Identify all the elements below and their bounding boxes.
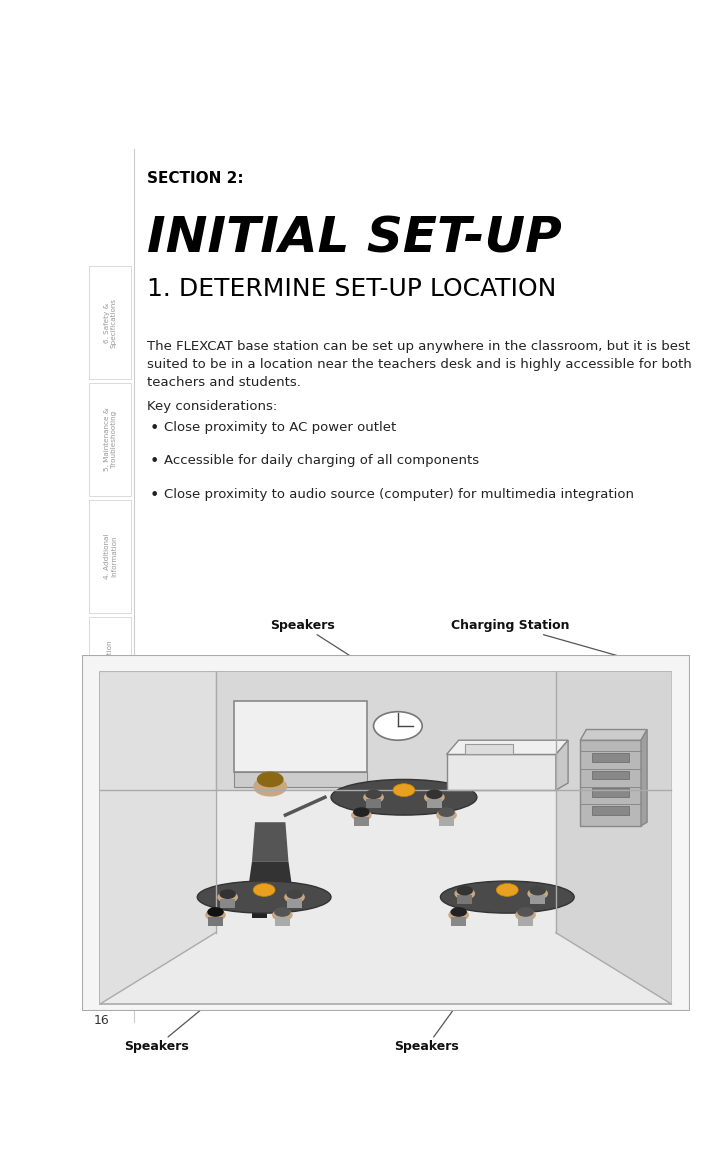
Bar: [274, 916, 290, 926]
Polygon shape: [556, 740, 568, 790]
Bar: [208, 916, 223, 926]
Bar: [89, 383, 132, 496]
Text: •: •: [149, 487, 159, 503]
Polygon shape: [100, 672, 671, 1004]
Polygon shape: [100, 672, 671, 790]
Polygon shape: [100, 672, 215, 1004]
Circle shape: [518, 907, 534, 916]
Text: The FLEXCAT base station can be set up anywhere in the classroom, but it is best: The FLEXCAT base station can be set up a…: [146, 340, 692, 389]
Circle shape: [450, 907, 467, 916]
Circle shape: [424, 791, 444, 803]
Polygon shape: [556, 672, 671, 1004]
Bar: [353, 817, 369, 825]
Ellipse shape: [331, 780, 477, 815]
Bar: [89, 851, 132, 964]
Bar: [530, 895, 545, 905]
Bar: [427, 798, 442, 808]
Circle shape: [449, 909, 469, 921]
Circle shape: [496, 884, 518, 897]
Text: •: •: [149, 421, 159, 436]
Circle shape: [257, 772, 284, 787]
Circle shape: [274, 907, 291, 916]
Text: 1. Overview: 1. Overview: [107, 886, 113, 929]
Bar: [234, 773, 368, 787]
Polygon shape: [580, 740, 641, 825]
Text: 2. Initial Set-up: 2. Initial Set-up: [107, 763, 113, 818]
Bar: [220, 899, 235, 908]
Text: Close proximity to AC power outlet: Close proximity to AC power outlet: [164, 421, 397, 434]
Polygon shape: [252, 822, 289, 862]
Bar: [89, 500, 132, 613]
Text: Speakers: Speakers: [124, 988, 228, 1053]
Circle shape: [287, 890, 303, 899]
Bar: [89, 734, 132, 846]
Polygon shape: [641, 729, 647, 825]
Text: 4. Additional
Information: 4. Additional Information: [104, 534, 117, 580]
Text: INITIAL SET-UP: INITIAL SET-UP: [146, 214, 562, 262]
Polygon shape: [447, 740, 568, 754]
Circle shape: [363, 791, 384, 803]
Text: Accessible for daily charging of all components: Accessible for daily charging of all com…: [164, 455, 479, 468]
Circle shape: [426, 789, 443, 800]
Text: 16: 16: [93, 1014, 109, 1026]
Circle shape: [272, 909, 293, 921]
Polygon shape: [447, 754, 556, 790]
Circle shape: [365, 789, 382, 800]
Bar: [518, 916, 533, 926]
Text: Key considerations:: Key considerations:: [146, 400, 277, 413]
Text: Speakers: Speakers: [395, 988, 469, 1053]
Circle shape: [284, 891, 305, 904]
Circle shape: [205, 909, 226, 921]
Circle shape: [528, 887, 548, 900]
Circle shape: [218, 891, 238, 904]
Circle shape: [515, 909, 536, 921]
Text: Speakers: Speakers: [270, 618, 352, 657]
Text: •: •: [149, 455, 159, 470]
Text: Charging Station: Charging Station: [451, 618, 622, 657]
Bar: [451, 916, 466, 926]
Circle shape: [220, 890, 236, 899]
Polygon shape: [246, 862, 294, 905]
Polygon shape: [580, 729, 647, 740]
Bar: [89, 617, 132, 729]
Circle shape: [456, 886, 473, 895]
Bar: [365, 798, 381, 808]
Circle shape: [253, 776, 287, 796]
Bar: [592, 770, 629, 780]
Ellipse shape: [440, 881, 574, 913]
Circle shape: [530, 886, 546, 895]
Text: SECTION 2:: SECTION 2:: [146, 171, 243, 186]
Circle shape: [351, 809, 372, 822]
Text: Close proximity to audio source (computer) for multimedia integration: Close proximity to audio source (compute…: [164, 487, 634, 500]
Circle shape: [454, 887, 475, 900]
Circle shape: [393, 783, 415, 796]
Bar: [465, 743, 513, 754]
Bar: [592, 788, 629, 797]
Bar: [592, 753, 629, 762]
Circle shape: [436, 809, 457, 822]
Ellipse shape: [197, 881, 331, 913]
Bar: [252, 905, 267, 919]
Bar: [234, 701, 368, 773]
Text: 6. Safety &
Specifications: 6. Safety & Specifications: [104, 297, 117, 347]
Bar: [273, 905, 289, 919]
Bar: [592, 807, 629, 815]
Circle shape: [353, 808, 370, 817]
Text: 5. Maintenance &
Troubleshooting: 5. Maintenance & Troubleshooting: [104, 408, 117, 471]
Text: 1. DETERMINE SET-UP LOCATION: 1. DETERMINE SET-UP LOCATION: [146, 277, 556, 302]
Text: 3. Daily Operation: 3. Daily Operation: [107, 641, 113, 706]
Circle shape: [438, 808, 455, 817]
Circle shape: [253, 884, 275, 897]
Bar: [439, 817, 454, 825]
Circle shape: [207, 907, 224, 916]
Bar: [457, 895, 473, 905]
Bar: [287, 899, 302, 908]
Bar: [89, 267, 132, 379]
Circle shape: [373, 712, 422, 740]
